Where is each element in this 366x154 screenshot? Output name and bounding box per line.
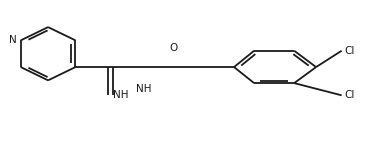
Text: NH: NH	[136, 84, 152, 94]
Text: Cl: Cl	[344, 46, 355, 56]
Text: N: N	[9, 35, 16, 45]
Text: O: O	[170, 43, 178, 53]
Text: Cl: Cl	[344, 90, 355, 100]
Text: NH: NH	[113, 90, 128, 100]
